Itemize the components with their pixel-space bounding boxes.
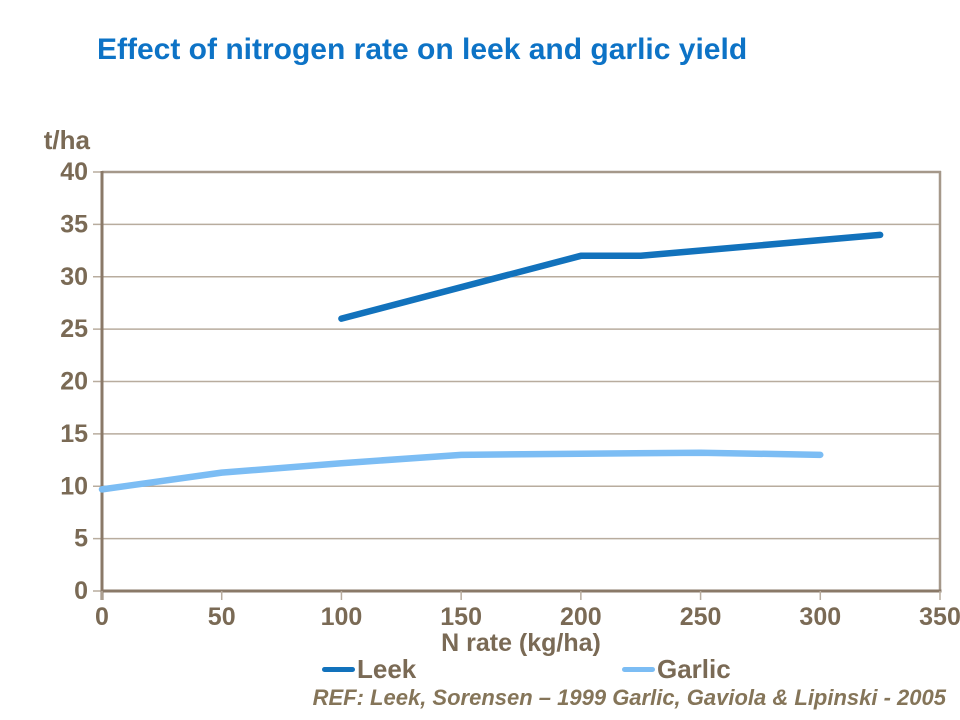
series-line-garlic [98, 449, 824, 493]
legend-item-leek: Leek [322, 655, 416, 683]
chart-title: Effect of nitrogen rate on leek and garl… [97, 33, 748, 66]
x-axis-title: N rate (kg/ha) [441, 629, 601, 657]
x-tick-label: 100 [321, 603, 363, 631]
x-tick-label: 150 [440, 603, 482, 631]
x-tick-label: 0 [95, 603, 109, 631]
x-tick-label: 350 [919, 603, 960, 631]
y-tick-label: 15 [60, 420, 88, 448]
y-axis-unit-label: t/ha [44, 125, 91, 155]
y-tick-label: 40 [60, 158, 88, 186]
series-line-leek [338, 231, 884, 322]
reference-text: REF: Leek, Sorensen – 1999 Garlic, Gavio… [312, 685, 946, 710]
legend-label-garlic: Garlic [657, 654, 731, 684]
y-tick-label: 0 [74, 577, 88, 605]
x-tick-label: 250 [680, 603, 722, 631]
y-tick-label: 20 [60, 368, 88, 396]
x-tick-label: 300 [799, 603, 841, 631]
legend-label-leek: Leek [357, 654, 417, 684]
garlic-line-swatch-icon [622, 666, 655, 672]
y-tick-label: 25 [60, 315, 88, 343]
x-tick-label: 200 [560, 603, 602, 631]
y-tick-label: 10 [60, 472, 88, 500]
legend-item-garlic: Garlic [622, 655, 731, 683]
x-tick-label: 50 [208, 603, 236, 631]
y-tick-label: 35 [60, 210, 88, 238]
y-tick-label: 30 [60, 263, 88, 291]
leek-line-swatch-icon [322, 666, 355, 672]
y-tick-label: 5 [74, 525, 88, 553]
